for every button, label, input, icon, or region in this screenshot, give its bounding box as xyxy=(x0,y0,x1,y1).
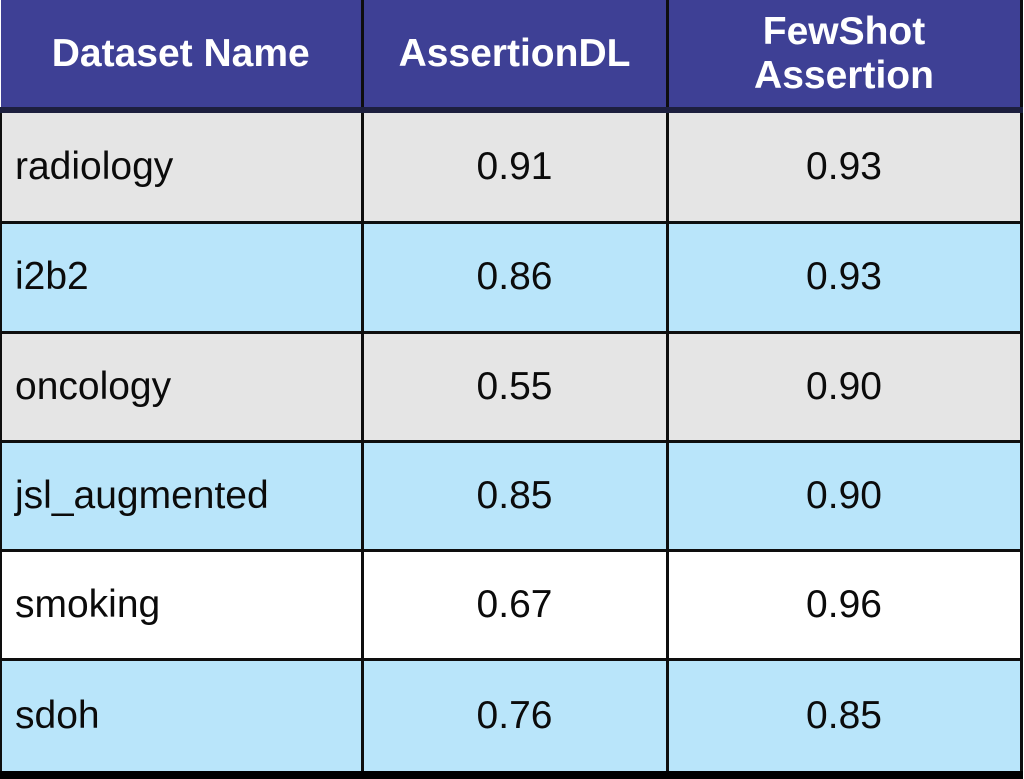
column-header-dataset-name: Dataset Name xyxy=(1,0,364,113)
fewshot-value-cell: 0.90 xyxy=(665,330,1023,443)
column-header-fewshot-assertion: FewShot Assertion xyxy=(665,0,1023,113)
fewshot-value-cell: 0.96 xyxy=(665,549,1023,662)
assertiondl-value-cell: 0.91 xyxy=(360,108,669,225)
assertiondl-value-cell: 0.55 xyxy=(360,330,669,443)
assertiondl-value-cell: 0.76 xyxy=(360,658,669,779)
dataset-name-cell: sdoh xyxy=(0,658,364,779)
fewshot-value-cell: 0.85 xyxy=(665,658,1023,779)
dataset-name-cell: smoking xyxy=(0,549,364,662)
table-row-jsl-augmented: jsl_augmented 0.85 0.90 xyxy=(0,439,1023,553)
header-row: Dataset Name AssertionDL FewShot Asserti… xyxy=(1,0,1023,113)
dataset-name-cell: jsl_augmented xyxy=(0,439,364,553)
table-row-oncology: oncology 0.55 0.90 xyxy=(0,330,1023,443)
dataset-name-cell: oncology xyxy=(0,330,364,443)
table-row-sdoh: sdoh 0.76 0.85 xyxy=(0,658,1023,779)
table-row-i2b2: i2b2 0.86 0.93 xyxy=(0,221,1023,334)
fewshot-value-cell: 0.93 xyxy=(665,108,1023,225)
table-row-radiology: radiology 0.91 0.93 xyxy=(0,108,1023,225)
fewshot-value-cell: 0.93 xyxy=(665,221,1023,334)
assertiondl-value-cell: 0.67 xyxy=(360,549,669,662)
assertiondl-value-cell: 0.85 xyxy=(360,439,669,553)
table-row-smoking: smoking 0.67 0.96 xyxy=(0,549,1023,662)
fewshot-value-cell: 0.90 xyxy=(665,439,1023,553)
dataset-name-cell: i2b2 xyxy=(0,221,364,334)
dataset-name-cell: radiology xyxy=(0,108,364,225)
assertiondl-value-cell: 0.86 xyxy=(360,221,669,334)
column-header-assertiondl: AssertionDL xyxy=(360,0,669,113)
